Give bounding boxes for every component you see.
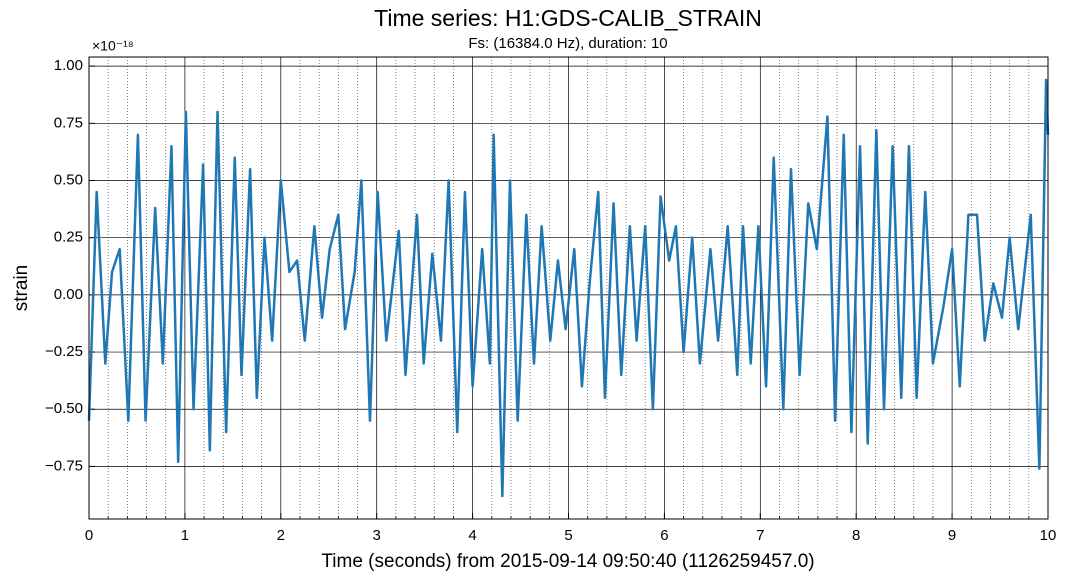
plot-frame [88, 56, 1049, 520]
chart-subtitle: Fs: (16384.0 Hz), duration: 10 [468, 35, 667, 52]
x-tick-label: 9 [948, 527, 956, 544]
y-axis-label: strain [11, 265, 32, 311]
x-tick-label: 6 [660, 527, 668, 544]
y-tick-label: −0.50 [45, 400, 83, 417]
chart-title: Time series: H1:GDS-CALIB_STRAIN [374, 5, 762, 31]
x-tick-label: 4 [468, 527, 476, 544]
x-tick-label: 8 [852, 527, 860, 544]
series-line [87, 78, 1050, 498]
y-tick-label: 1.00 [54, 57, 83, 74]
x-tick-label: 2 [277, 527, 285, 544]
x-tick-label: 1 [181, 527, 189, 544]
y-tick-label: −0.25 [45, 343, 83, 360]
y-tick-label: −0.75 [45, 457, 83, 474]
y-tick-label: 0.25 [54, 229, 83, 246]
y-tick-label: 0.00 [54, 286, 83, 303]
y-offset-label: ×10⁻¹⁸ [92, 38, 134, 54]
y-tick-label: 0.75 [54, 114, 83, 131]
x-tick-label: 5 [564, 527, 572, 544]
x-tick-label: 10 [1040, 527, 1057, 544]
x-tick-label: 3 [373, 527, 381, 544]
x-tick-label: 7 [756, 527, 764, 544]
x-tick-label: 0 [85, 527, 93, 544]
y-tick-label: 0.50 [54, 171, 83, 188]
x-axis-label: Time (seconds) from 2015-09-14 09:50:40 … [321, 551, 814, 572]
